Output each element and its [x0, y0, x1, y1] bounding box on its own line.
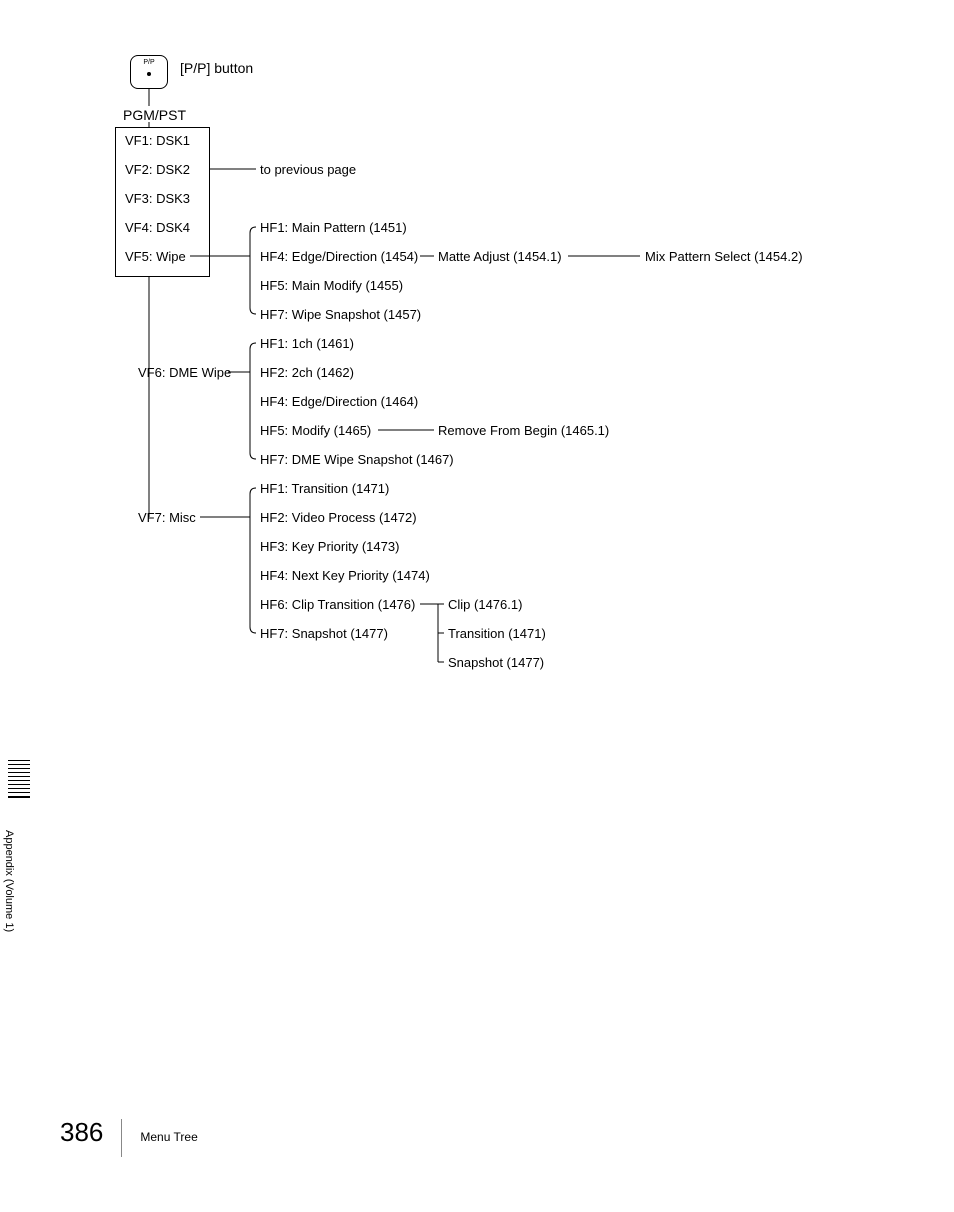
- sidebar-tab: Appendix (Volume 1): [0, 760, 36, 980]
- tree-connectors: [0, 0, 954, 800]
- page-footer: 386 Menu Tree: [60, 1117, 198, 1157]
- page: P/P [P/P] button PGM/PST VF1: DSK1 VF2: …: [0, 0, 954, 1212]
- sidebar-lines-icon: [8, 760, 30, 801]
- footer-separator: [121, 1119, 122, 1157]
- page-number: 386: [60, 1117, 103, 1148]
- footer-title: Menu Tree: [140, 1130, 197, 1144]
- sidebar-text: Appendix (Volume 1): [3, 830, 15, 932]
